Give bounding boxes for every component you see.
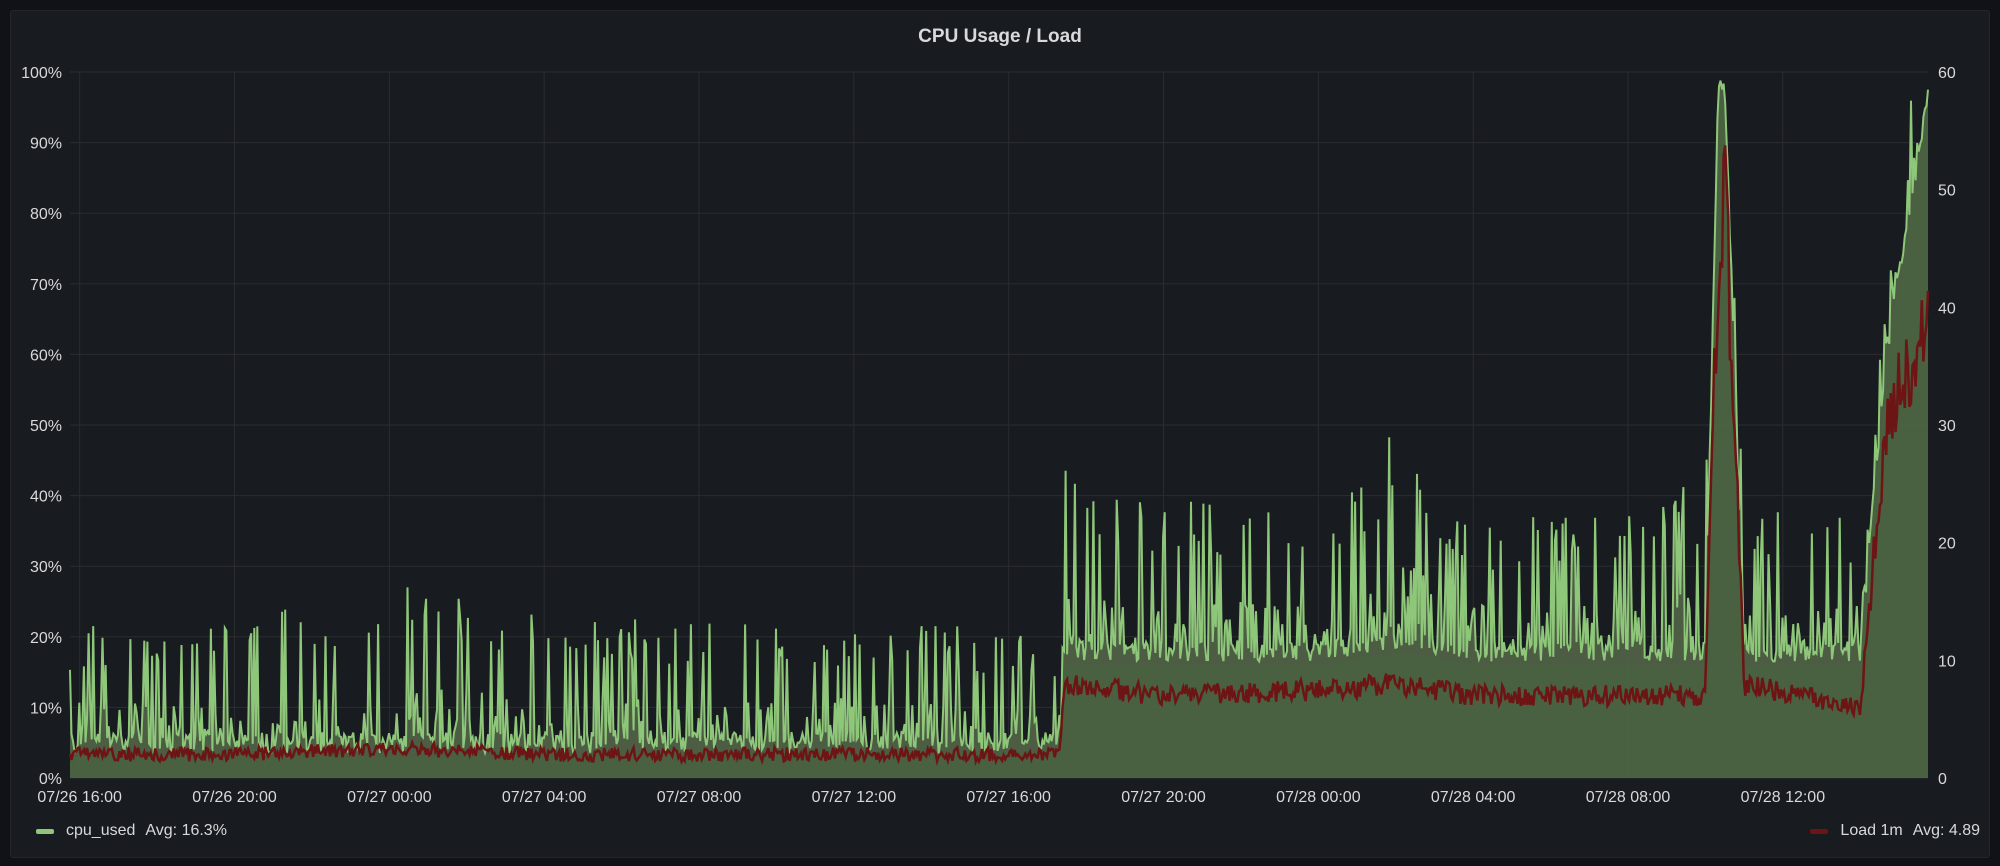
y-left-tick-label: 100% — [21, 65, 62, 82]
x-tick-label: 07/27 20:00 — [1121, 789, 1206, 806]
y-left-tick-label: 10% — [30, 700, 62, 717]
y-left-tick-label: 70% — [30, 277, 62, 294]
y-right-tick-label: 30 — [1938, 418, 1956, 435]
y-right-tick-label: 60 — [1938, 65, 1956, 82]
y-left-tick-label: 0% — [39, 771, 62, 788]
y-left-tick-label: 20% — [30, 630, 62, 647]
legend-item-load-1m[interactable]: Load 1m Avg: 4.89 — [1810, 822, 1980, 840]
y-left-tick-label: 80% — [30, 206, 62, 223]
panel-title: CPU Usage / Load — [918, 26, 1082, 47]
x-tick-label: 07/28 00:00 — [1276, 789, 1361, 806]
y-right-tick-label: 40 — [1938, 300, 1956, 317]
legend-avg-cpu-used: Avg: 16.3% — [145, 822, 227, 839]
load-1m-line — [68, 145, 1930, 767]
x-tick-label: 07/27 08:00 — [657, 789, 742, 806]
y-left-tick-label: 50% — [30, 418, 62, 435]
y-right-tick-label: 10 — [1938, 653, 1956, 670]
x-tick-label: 07/28 12:00 — [1741, 789, 1826, 806]
y-left-tick-label: 60% — [30, 347, 62, 364]
y-right-tick-label: 20 — [1938, 536, 1956, 553]
x-tick-label: 07/26 20:00 — [192, 789, 277, 806]
y-left-tick-label: 30% — [30, 559, 62, 576]
y-right-tick-label: 0 — [1938, 771, 1947, 788]
y-right-tick-label: 50 — [1938, 183, 1956, 200]
legend-swatch-cpu-used — [36, 828, 54, 834]
x-tick-label: 07/27 00:00 — [347, 789, 432, 806]
y-left-tick-label: 90% — [30, 136, 62, 153]
legend-swatch-load-1m — [1810, 828, 1829, 834]
x-tick-label: 07/27 16:00 — [966, 789, 1051, 806]
legend-avg-load-1m: Avg: 4.89 — [1912, 822, 1980, 839]
x-tick-label: 07/28 08:00 — [1586, 789, 1671, 806]
x-tick-label: 07/27 04:00 — [502, 789, 587, 806]
cpu-used-line — [69, 80, 1929, 757]
legend-label-load-1m: Load 1m — [1840, 822, 1903, 839]
x-tick-label: 07/27 12:00 — [812, 789, 897, 806]
legend-item-cpu-used[interactable]: cpu_used Avg: 16.3% — [36, 822, 227, 840]
x-tick-label: 07/28 04:00 — [1431, 789, 1516, 806]
cpu-used-baseline-band — [70, 100, 1928, 778]
legend-label-cpu-used: cpu_used — [66, 822, 136, 839]
y-left-tick-label: 40% — [30, 489, 62, 506]
x-tick-label: 07/26 16:00 — [37, 789, 122, 806]
